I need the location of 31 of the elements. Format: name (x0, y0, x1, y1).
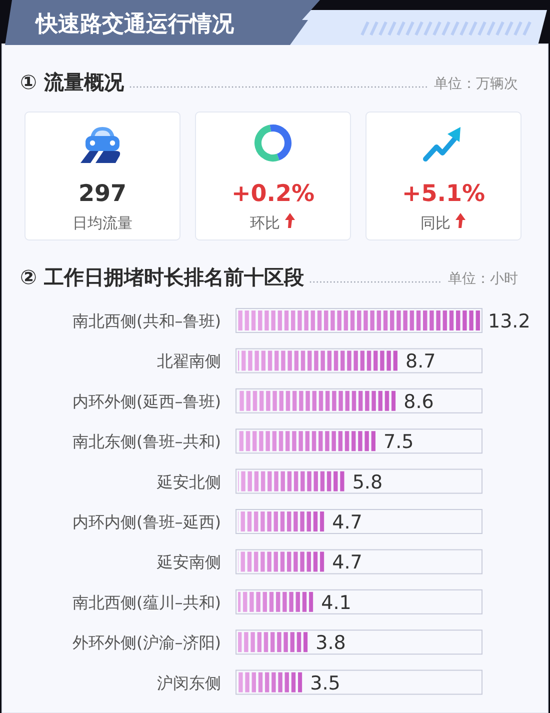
y-tick-label: 延安南侧 (156, 552, 221, 572)
text: 297 (78, 181, 127, 207)
data-label: 5.8 (352, 471, 383, 494)
text: 环比 (250, 214, 280, 232)
text: 单位：万辆次 (434, 76, 518, 92)
text: +0.2% (231, 181, 315, 207)
text: 快速路交通运行情况 (34, 11, 235, 37)
y-tick-label: 南北东侧(鲁班–共和) (72, 432, 221, 452)
data-label: 4.7 (332, 512, 362, 534)
y-tick-label: 沪闵东侧 (157, 673, 221, 692)
data-label: 3.5 (310, 672, 340, 694)
y-tick-label: 外环外侧(沪渝–济阳) (72, 633, 221, 652)
data-label: 3.8 (316, 632, 346, 654)
data-label: 7.5 (384, 431, 414, 454)
data-label: 13.2 (488, 310, 530, 332)
y-tick-label: 北翟南侧 (157, 352, 221, 371)
data-label: 4.1 (321, 592, 352, 614)
y-tick-label: 内环内侧(鲁班–延西) (72, 512, 221, 532)
data-label: 4.7 (332, 552, 362, 574)
text: 同比 (420, 214, 450, 232)
chart-title: ② 工作日拥堵时长排名前十区段 (20, 265, 305, 289)
data-label: 8.7 (406, 350, 436, 373)
y-tick-label: 南北西侧(共和–鲁班) (72, 312, 221, 330)
text: 日均流量 (72, 214, 132, 232)
text: +5.1% (402, 181, 486, 207)
y-tick-label: 南北西侧(蕴川–共和) (72, 592, 221, 612)
data-label: 8.6 (404, 390, 434, 413)
text: ① 流量概况 (20, 70, 125, 94)
text: 单位：小时 (448, 271, 518, 287)
y-tick-label: 内环外侧(延西–鲁班) (72, 392, 221, 411)
y-tick-label: 延安北侧 (156, 472, 221, 492)
